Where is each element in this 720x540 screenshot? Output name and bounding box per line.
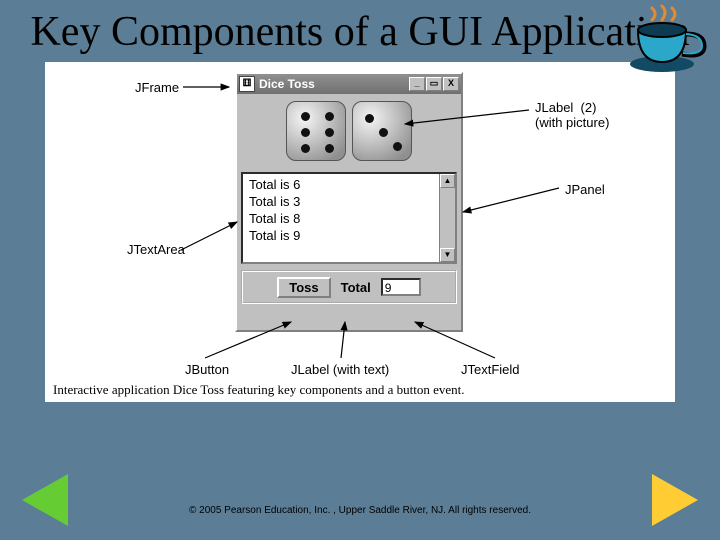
figure-caption: Interactive application Dice Toss featur… bbox=[53, 382, 464, 398]
scroll-up-button[interactable]: ▲ bbox=[440, 174, 455, 188]
jframe-window: ⚅ Dice Toss _ ▭ X Total is 6Total is 3To… bbox=[235, 72, 463, 332]
teacup-icon bbox=[622, 2, 710, 80]
text-area[interactable]: Total is 6Total is 3Total is 8Total is 9… bbox=[241, 172, 457, 264]
callout-jpanel: JPanel bbox=[565, 182, 605, 197]
window-title: Dice Toss bbox=[259, 77, 315, 91]
diagram-panel: ⚅ Dice Toss _ ▭ X Total is 6Total is 3To… bbox=[45, 62, 675, 402]
scroll-track[interactable] bbox=[440, 188, 455, 248]
maximize-button[interactable]: ▭ bbox=[426, 77, 442, 91]
minimize-button[interactable]: _ bbox=[409, 77, 425, 91]
callout-jframe: JFrame bbox=[135, 80, 179, 95]
scrollbar[interactable]: ▲ ▼ bbox=[439, 174, 455, 262]
titlebar: ⚅ Dice Toss _ ▭ X bbox=[237, 74, 461, 94]
callout-jlabel-text: JLabel (with text) bbox=[291, 362, 389, 377]
toss-button[interactable]: Toss bbox=[277, 277, 330, 298]
total-label: Total bbox=[341, 280, 371, 295]
dice-panel bbox=[237, 94, 461, 168]
control-panel: Toss Total 9 bbox=[241, 270, 457, 304]
slide-title: Key Components of a GUI Application bbox=[0, 0, 720, 62]
die-1 bbox=[286, 101, 346, 161]
callout-jlabel-pic: JLabel (2) (with picture) bbox=[535, 100, 609, 130]
scroll-down-button[interactable]: ▼ bbox=[440, 248, 455, 262]
copyright-text: © 2005 Pearson Education, Inc. , Upper S… bbox=[0, 505, 720, 516]
callout-jbutton: JButton bbox=[185, 362, 229, 377]
die-2 bbox=[352, 101, 412, 161]
total-field[interactable]: 9 bbox=[381, 278, 421, 296]
text-area-content: Total is 6Total is 3Total is 8Total is 9 bbox=[243, 174, 439, 262]
app-icon: ⚅ bbox=[239, 76, 255, 92]
close-button[interactable]: X bbox=[443, 77, 459, 91]
prev-slide-button[interactable] bbox=[22, 474, 68, 526]
callout-jtextfield: JTextField bbox=[461, 362, 520, 377]
callout-jtextarea: JTextArea bbox=[127, 242, 185, 257]
next-slide-button[interactable] bbox=[652, 474, 698, 526]
